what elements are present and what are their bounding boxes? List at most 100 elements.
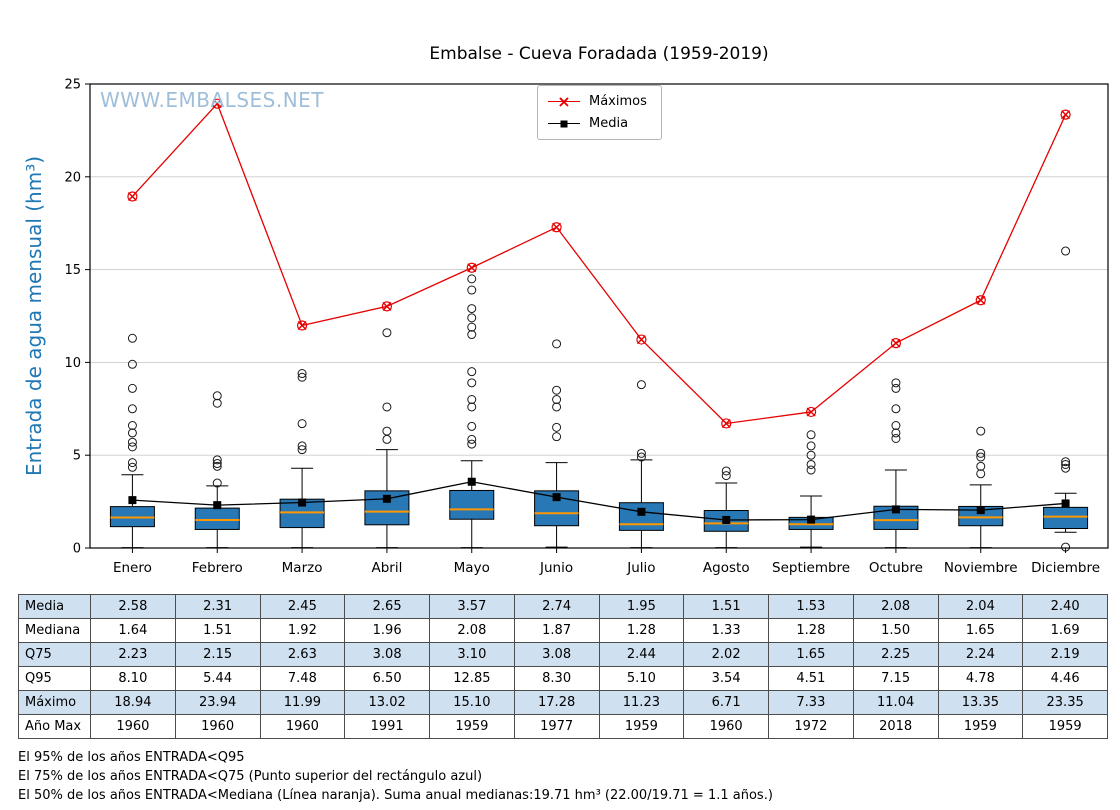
max-marker-circle: [805, 406, 817, 418]
box: [449, 489, 495, 520]
outlier-point: [382, 434, 392, 444]
footer-notes: El 95% de los años ENTRADA<Q95 El 75% de…: [18, 748, 773, 805]
table-cell: 1.65: [768, 642, 854, 667]
table-cell: 1.95: [598, 594, 685, 619]
table-cell: 2.02: [683, 642, 769, 667]
max-marker-x: [891, 338, 901, 348]
table-cell: 15.10: [429, 690, 515, 715]
table-cell: 11.23: [598, 690, 685, 715]
outlier-point: [127, 442, 137, 452]
max-marker-circle: [890, 337, 902, 349]
x-tick-label: Octubre: [869, 560, 923, 576]
footer-line-3: El 50% de los años ENTRADA<Mediana (Líne…: [18, 788, 773, 803]
table-cell: 2.44: [598, 642, 685, 667]
max-marker-x: [467, 263, 477, 273]
outlier-point: [297, 441, 307, 451]
table-cell: 4.51: [768, 666, 854, 691]
outlier-point: [467, 330, 477, 340]
x-tick-label: Diciembre: [1031, 560, 1100, 576]
table-cell: 11.99: [259, 690, 346, 715]
table-cell: 2.65: [344, 594, 430, 619]
table-cell: 2.25: [852, 642, 939, 667]
table-row: Q95 8.10 5.44 7.48 6.50 12.85 8.30 5.10 3.54 4.51…: [18, 666, 1108, 691]
outlier-point: [127, 359, 137, 369]
chart-title: Embalse - Cueva Foradada (1959-2019): [429, 44, 769, 64]
media-marker: [552, 493, 561, 502]
outlier-point: [1061, 457, 1071, 467]
outlier-point: [297, 445, 307, 455]
x-tick-label: Marzo: [282, 560, 323, 576]
table-cell: 23.94: [174, 690, 261, 715]
outlier-point: [467, 395, 477, 405]
outlier-point: [127, 462, 137, 472]
table-cell: 13.35: [937, 690, 1024, 715]
table-cell: 2.40: [1022, 594, 1108, 619]
legend-maximos-label: Máximos: [589, 94, 647, 109]
legend-maximos-line: ×: [548, 94, 580, 110]
media-marker: [637, 507, 646, 516]
box: [194, 507, 240, 530]
x-marker-icon: ×: [557, 92, 571, 111]
table-cell: 17.28: [513, 690, 600, 715]
outlier-point: [806, 459, 816, 469]
max-marker-circle: [296, 320, 308, 331]
table-cell: 1.50: [852, 618, 939, 643]
outlier-point: [127, 437, 137, 447]
table-cell: 7.33: [768, 690, 854, 715]
table-cell: 6.71: [683, 690, 769, 715]
max-marker-circle: [127, 191, 138, 202]
outlier-point: [552, 402, 562, 412]
table-cell: 1.53: [768, 594, 854, 619]
box: [618, 502, 664, 531]
table-cell: 1960: [259, 714, 346, 739]
y-tick-label: 5: [73, 449, 81, 464]
legend: × Máximos Media: [537, 85, 662, 140]
outlier-point: [891, 404, 901, 414]
max-marker-x: [721, 418, 731, 428]
table-cell: 3.08: [513, 642, 600, 667]
table-cell: 2.19: [1022, 642, 1108, 667]
table-cell: 6.50: [344, 666, 430, 691]
table-cell: 3.10: [429, 642, 515, 667]
outlier-point: [212, 459, 222, 469]
outlier-point: [891, 421, 901, 431]
table-cell: 1.65: [937, 618, 1024, 643]
media-marker: [807, 515, 816, 524]
table-cell: 2.23: [90, 642, 176, 667]
outlier-point: [297, 369, 307, 379]
table-cell: 1.69: [1022, 618, 1108, 643]
max-marker-x: [297, 320, 307, 330]
max-marker-x: [636, 335, 646, 345]
outlier-point: [127, 421, 137, 431]
table-row: Máximo 18.94 23.94 11.99 13.02 15.10 17.28 11.2…: [18, 690, 1108, 715]
table-cell: 1991: [344, 714, 430, 739]
table-cell: 13.02: [344, 690, 430, 715]
legend-media-line: [548, 120, 580, 128]
outlier-point: [467, 402, 477, 412]
outlier-point: [467, 285, 477, 295]
table-cell: 23.35: [1022, 690, 1108, 715]
x-tick-label: Abril: [371, 560, 402, 576]
table-cell: 1960: [683, 714, 769, 739]
table-cell: 4.46: [1022, 666, 1108, 691]
table-cell: 2.24: [937, 642, 1024, 667]
outlier-point: [467, 367, 477, 377]
max-marker-circle: [975, 295, 986, 306]
outlier-point: [297, 372, 307, 382]
y-tick-label: 10: [64, 356, 81, 371]
max-marker-x: [127, 191, 137, 201]
table-cell: 1.33: [683, 618, 769, 643]
table-cell: 2.08: [429, 618, 515, 643]
table-cell: 11.04: [852, 690, 939, 715]
y-tick-label: 0: [73, 542, 81, 557]
outlier-point: [552, 432, 562, 442]
table-cell: 1.96: [344, 618, 430, 643]
x-tick-label: Julio: [626, 560, 655, 576]
table-cell: 1.64: [90, 618, 176, 643]
outlier-point: [1061, 246, 1071, 256]
max-marker-circle: [551, 222, 562, 233]
footer-line-2: El 75% de los años ENTRADA<Q75 (Punto su…: [18, 769, 483, 784]
x-tick-label: Noviembre: [944, 560, 1018, 576]
outlier-point: [552, 422, 562, 432]
max-marker-x: [976, 295, 986, 305]
